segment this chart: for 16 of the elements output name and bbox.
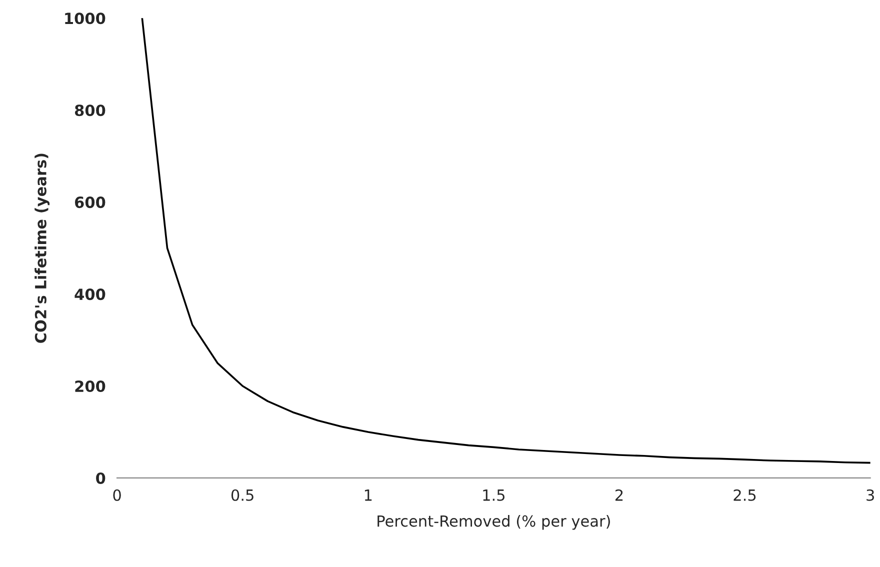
y-tick-label: 1000: [65, 12, 106, 24]
y-tick-label: 400: [74, 288, 106, 300]
x-axis-title: Percent-Removed (% per year): [378, 514, 610, 530]
x-tick-label: 1: [364, 490, 372, 501]
x-tick-label: 1.5: [483, 490, 504, 501]
x-tick-label: 2.5: [734, 489, 756, 501]
x-tick-label: 2: [615, 489, 623, 501]
y-tick-label: 800: [74, 104, 106, 116]
x-tick-label: 0.5: [231, 489, 254, 501]
y-tick-label: 600: [74, 196, 106, 208]
y-tick-label: 0: [96, 472, 106, 484]
y-tick-label: 200: [75, 380, 106, 392]
x-tick-label: 0: [113, 489, 121, 501]
y-axis-title: CO2's Lifetime (years): [34, 154, 50, 343]
line-series: [141, 18, 870, 464]
x-tick-label: 3: [866, 489, 874, 501]
